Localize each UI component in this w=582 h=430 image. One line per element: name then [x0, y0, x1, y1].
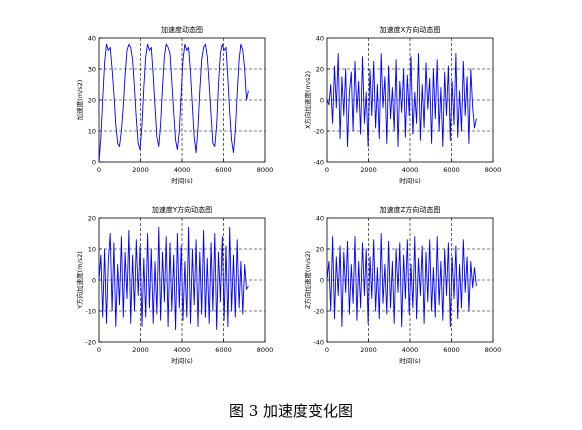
x-tick-label: 4000 — [402, 166, 419, 174]
y-axis-label: 加速度(m/s2) — [75, 80, 84, 121]
x-tick-label: 8000 — [485, 166, 502, 174]
chart-panel-4: 0 2000 4000 6000 8000 -40 -20 0 20 40 加速度Z方向动态图时间(… — [303, 205, 501, 365]
chart-title: 加速度Z方向动态图 — [380, 205, 441, 214]
y-tick-label: 40 — [316, 215, 324, 223]
x-tick-label: 4000 — [174, 346, 191, 354]
chart-panel-3: 0 2000 4000 6000 8000 -20 -10 0 10 20 加速度Y方向动态图时间(… — [75, 205, 273, 365]
x-tick-label: 0 — [325, 166, 329, 174]
y-axis-label: X方向加速度(m/s2) — [303, 71, 312, 129]
series-line — [326, 233, 477, 327]
y-tick-label: -20 — [313, 128, 324, 136]
series-line — [98, 226, 249, 331]
x-tick-label: 4000 — [174, 166, 191, 174]
x-tick-label: 2000 — [132, 346, 149, 354]
x-tick-label: 2000 — [360, 166, 377, 174]
y-tick-label: 20 — [316, 246, 324, 254]
x-axis-label: 时间(s) — [399, 176, 420, 185]
x-axis-label: 时间(s) — [171, 176, 192, 185]
series-line — [98, 43, 249, 163]
x-tick-label: 4000 — [402, 346, 419, 354]
x-axis-label: 时间(s) — [171, 356, 192, 365]
y-tick-label: -20 — [85, 339, 96, 347]
x-axis-label: 时间(s) — [399, 356, 420, 365]
x-tick-label: 2000 — [360, 346, 377, 354]
x-tick-label: 0 — [325, 346, 329, 354]
x-tick-label: 6000 — [215, 346, 232, 354]
chart-title: 加速度Y方向动态图 — [152, 205, 212, 214]
y-tick-label: 0 — [92, 159, 96, 167]
x-tick-label: 0 — [97, 346, 101, 354]
chart-title: 加速度动态图 — [161, 25, 203, 34]
y-tick-label: 0 — [92, 277, 96, 285]
y-tick-label: 10 — [88, 128, 96, 136]
y-tick-label: 20 — [88, 97, 96, 105]
y-tick-label: -10 — [85, 308, 96, 316]
x-tick-label: 8000 — [485, 346, 502, 354]
y-tick-label: -40 — [313, 159, 324, 167]
charts-figure: 0 2000 4000 6000 8000010203040加速度动态图时间(s)加速度… — [75, 25, 501, 365]
x-tick-label: 8000 — [257, 346, 274, 354]
x-tick-label: 8000 — [257, 166, 274, 174]
y-tick-label: -20 — [313, 308, 324, 316]
y-tick-label: 0 — [320, 277, 324, 285]
x-tick-label: 0 — [97, 166, 101, 174]
y-tick-label: 20 — [88, 215, 96, 223]
chart-panel-2: 0 2000 4000 6000 8000 -40 -20 0 20 40 加速度X方向动态图时间(… — [303, 25, 501, 185]
y-tick-label: 0 — [320, 97, 324, 105]
x-tick-label: 6000 — [443, 346, 460, 354]
y-tick-label: 10 — [88, 246, 96, 254]
x-tick-label: 6000 — [443, 166, 460, 174]
y-tick-label: 30 — [88, 66, 96, 74]
y-axis-label: Z方向加速度(m/s2) — [303, 251, 312, 309]
y-tick-label: 40 — [88, 35, 96, 43]
x-tick-label: 2000 — [132, 166, 149, 174]
y-tick-label: 40 — [316, 35, 324, 43]
chart-title: 加速度X方向动态图 — [380, 25, 441, 34]
figure-caption: 图 3 加速度变化图 — [228, 402, 354, 420]
series-line — [326, 53, 477, 147]
y-axis-label: Y方向加速度(m/s2) — [75, 251, 84, 310]
x-tick-label: 6000 — [215, 166, 232, 174]
y-tick-label: 20 — [316, 66, 324, 74]
y-tick-label: -40 — [313, 339, 324, 347]
